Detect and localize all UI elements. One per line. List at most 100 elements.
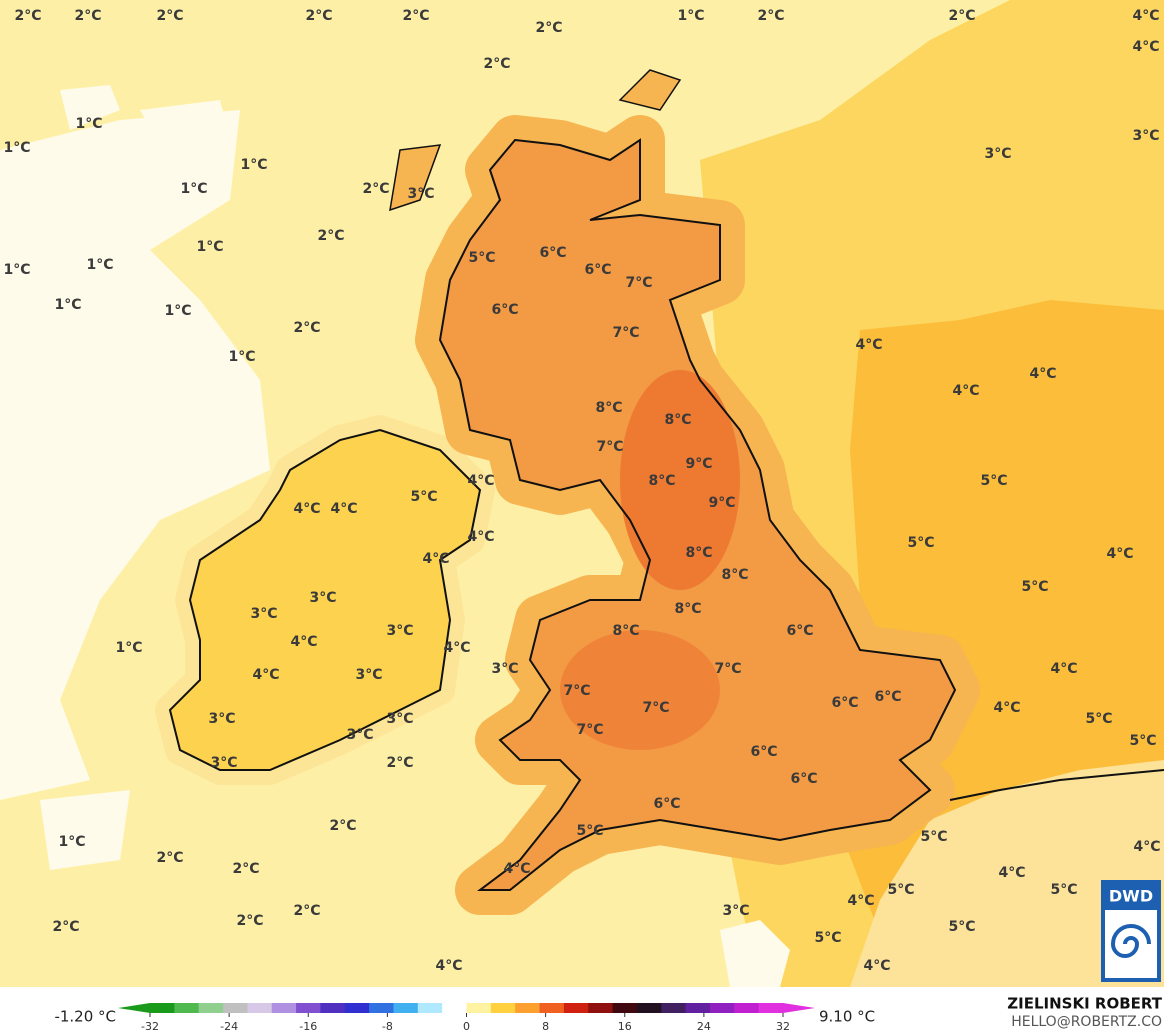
temperature-label: 5°C [887,882,914,898]
colorbar-arrow-left [118,1003,150,1013]
temperature-label: 4°C [467,473,494,489]
temperature-label: 4°C [1050,661,1077,677]
temperature-label: 2°C [232,861,259,877]
temperature-label: 9°C [708,495,735,511]
colorbar-tick-label: -8 [382,1020,393,1033]
temperature-label: 1°C [3,140,30,156]
temperature-label: 2°C [156,850,183,866]
temperature-label: 4°C [863,958,890,974]
temperature-label: 5°C [1050,882,1077,898]
temperature-label: 9°C [685,456,712,472]
temperature-label: 3°C [491,661,518,677]
temperature-label: 2°C [317,228,344,244]
colorbar-swatch [515,1003,541,1013]
temperature-label: 4°C [855,337,882,353]
temperature-label: 7°C [642,700,669,716]
colorbar-swatch [734,1003,760,1013]
temperature-label: 2°C [948,8,975,24]
temperature-label: 2°C [535,20,562,36]
colorbar-swatch [417,1003,443,1013]
temperature-label: 4°C [467,529,494,545]
temperature-label: 6°C [653,796,680,812]
temperature-label: 1°C [3,262,30,278]
temperature-label: 2°C [236,913,263,929]
temperature-label: 5°C [920,829,947,845]
temperature-label: 4°C [952,383,979,399]
temperature-label: 7°C [714,661,741,677]
temperature-label: 1°C [58,834,85,850]
cold-area [0,110,270,800]
temperature-label: 4°C [290,634,317,650]
colorbar-tick-label: 24 [697,1020,711,1033]
colorbar-tick-label: -16 [299,1020,317,1033]
temperature-label: 5°C [980,473,1007,489]
temperature-label: 8°C [685,545,712,561]
temperature-label: 3°C [208,711,235,727]
colorbar-max-label: 9.10 °C [819,1008,875,1026]
temperature-label: 6°C [539,245,566,261]
temperature-label: 4°C [998,865,1025,881]
colorbar-swatch [612,1003,638,1013]
temperature-label: 4°C [1029,366,1056,382]
temperature-label: 2°C [293,320,320,336]
temperature-label: 2°C [305,8,332,24]
temperature-label: 3°C [722,903,749,919]
temperature-label: 5°C [948,919,975,935]
temperature-label: 4°C [1132,39,1159,55]
colorbar-swatch [150,1003,175,1013]
temperature-label: 3°C [346,727,373,743]
temperature-label: 8°C [648,473,675,489]
temperature-label: 8°C [674,601,701,617]
temperature-label: 8°C [721,567,748,583]
temperature-label: 6°C [790,771,817,787]
temperature-label: 1°C [240,157,267,173]
temperature-label: 1°C [180,181,207,197]
colorbar-tick-label: 32 [776,1020,790,1033]
temperature-label: 6°C [786,623,813,639]
colorbar-swatch [563,1003,589,1013]
colorbar-swatch [466,1003,492,1013]
temperature-label: 8°C [664,412,691,428]
temperature-label: 1°C [115,640,142,656]
colorbar-swatch [344,1003,370,1013]
temperature-label: 2°C [386,755,413,771]
temperature-label: 3°C [407,186,434,202]
temperature-label: 8°C [612,623,639,639]
colorbar-tick-label: -24 [220,1020,238,1033]
temperature-label: 1°C [677,8,704,24]
dwd-logo: DWD [1101,880,1161,982]
temperature-label: 4°C [1106,546,1133,562]
temperature-label: 6°C [874,689,901,705]
temperature-label: 3°C [250,606,277,622]
temperature-label: 5°C [1129,733,1156,749]
logo-text: DWD [1109,887,1153,906]
colorbar-swatch [223,1003,248,1013]
colorbar-swatch [588,1003,614,1013]
colorbar-tick-label: 8 [542,1020,549,1033]
temperature-label: 3°C [984,146,1011,162]
colorbar-swatch [271,1003,297,1013]
temperature-label: 4°C [1132,8,1159,24]
colorbar-swatch [636,1003,662,1013]
great-britain [389,69,980,915]
colorbar-swatch [539,1003,565,1013]
temperature-label: 1°C [196,239,223,255]
temperature-label: 5°C [907,535,934,551]
temperature-label: 6°C [750,744,777,760]
temperature-label: 5°C [576,823,603,839]
temperature-label: 1°C [75,116,102,132]
temperature-label: 1°C [54,297,81,313]
colorbar-swatch [685,1003,711,1013]
temperature-label: 2°C [52,919,79,935]
temperature-label: 1°C [164,303,191,319]
ireland [155,415,495,785]
colorbar-swatch [174,1003,200,1013]
temperature-label: 2°C [293,903,320,919]
temperature-label: 2°C [74,8,101,24]
temperature-label: 6°C [491,302,518,318]
colorbar-swatch [490,1003,516,1013]
temperature-label: 6°C [584,262,611,278]
temperature-label: 8°C [595,400,622,416]
temperature-label: 4°C [443,640,470,656]
temperature-label: 4°C [1133,839,1160,855]
